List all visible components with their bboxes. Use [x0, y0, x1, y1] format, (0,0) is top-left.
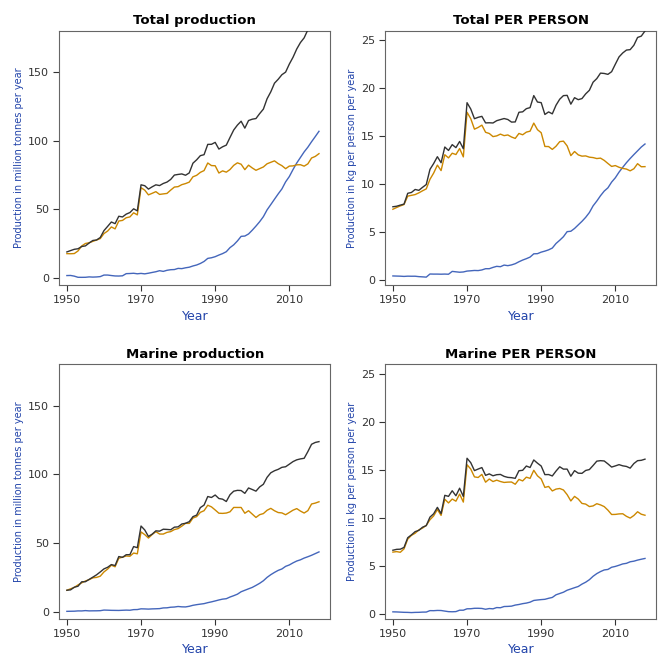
Y-axis label: Production in kg per person per year: Production in kg per person per year: [347, 68, 356, 247]
Title: Marine PER PERSON: Marine PER PERSON: [445, 348, 596, 360]
X-axis label: Year: Year: [507, 310, 534, 322]
X-axis label: Year: Year: [182, 310, 208, 322]
Title: Total production: Total production: [133, 14, 256, 27]
Title: Marine production: Marine production: [126, 348, 264, 360]
X-axis label: Year: Year: [182, 643, 208, 656]
Y-axis label: Production in million tonnes per year: Production in million tonnes per year: [14, 68, 24, 248]
Title: Total PER PERSON: Total PER PERSON: [453, 14, 589, 27]
Y-axis label: Production in million tonnes per year: Production in million tonnes per year: [14, 401, 24, 582]
X-axis label: Year: Year: [507, 643, 534, 656]
Y-axis label: Production in kg per person per year: Production in kg per person per year: [347, 402, 356, 581]
